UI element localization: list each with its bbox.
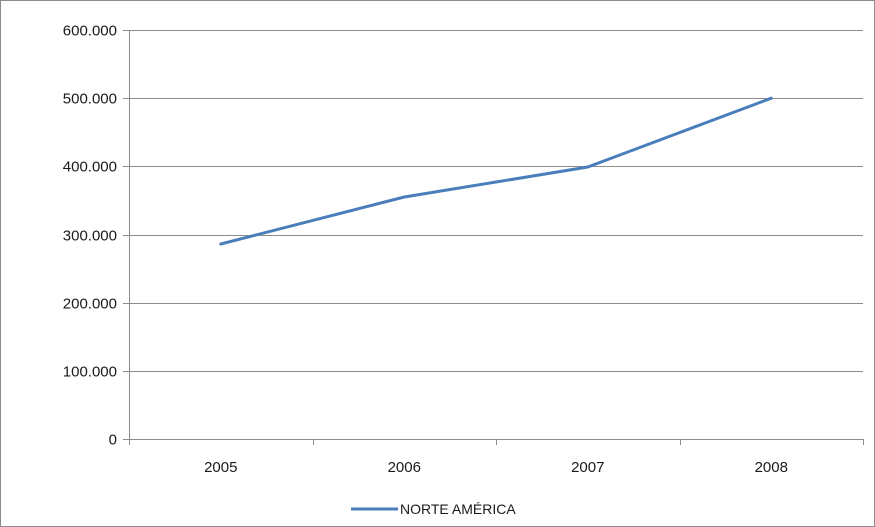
- axes: [123, 30, 864, 445]
- x-tick-label: 2006: [388, 459, 421, 476]
- series-lines: [219, 96, 773, 246]
- y-tick-label: 200.000: [63, 296, 117, 313]
- y-tick-label: 300.000: [63, 228, 117, 245]
- y-tick-label: 600.000: [63, 23, 117, 40]
- legend: NORTE AMÉRICA: [351, 501, 516, 517]
- series-line-0: [219, 96, 773, 246]
- y-tick-label: 500.000: [63, 91, 117, 108]
- legend-label: NORTE AMÉRICA: [400, 501, 516, 517]
- y-tick-label: 100.000: [63, 364, 117, 381]
- x-tick-label: 2007: [571, 459, 604, 476]
- x-tick-label: 2005: [204, 459, 237, 476]
- y-tick-label: 0: [109, 432, 117, 449]
- y-tick-label: 400.000: [63, 159, 117, 176]
- y-axis-tick-labels: 0 100.000 200.000 300.000 400.000 500.000 600.…: [63, 23, 117, 449]
- gridlines: [129, 30, 863, 372]
- x-tick-label: 2008: [755, 459, 788, 476]
- x-axis-tick-labels: 2005 2006 2007 2008: [204, 459, 788, 476]
